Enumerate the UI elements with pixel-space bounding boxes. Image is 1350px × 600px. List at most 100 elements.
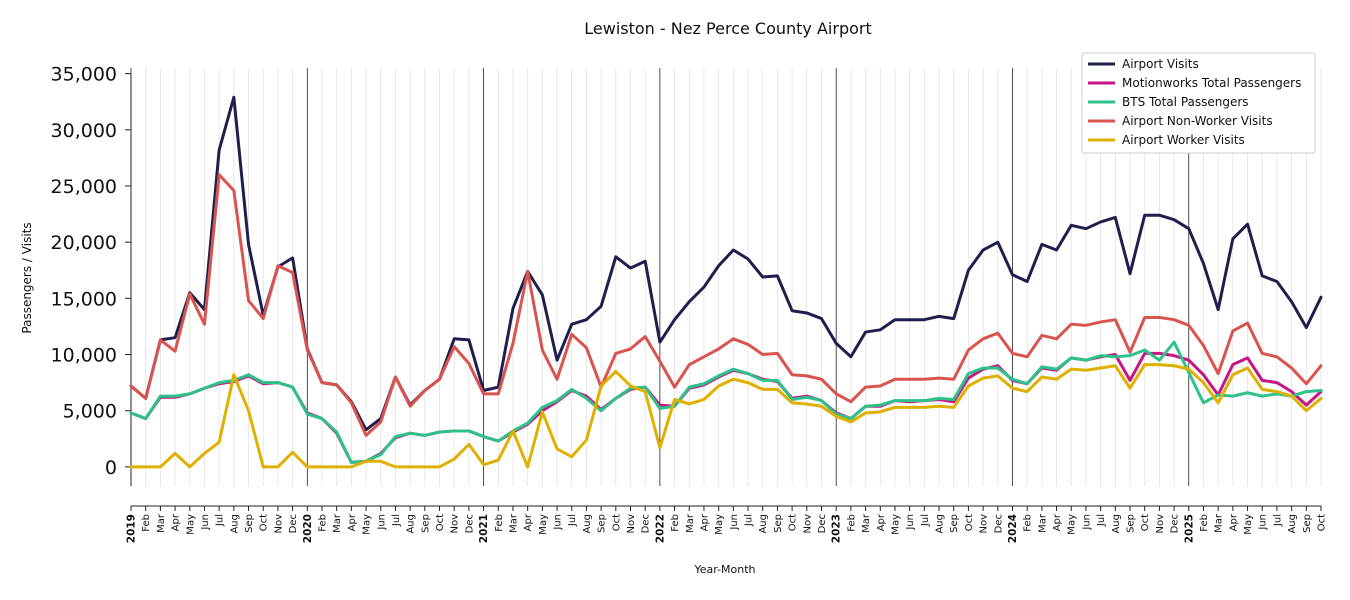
y-tick-label: 15,000	[51, 288, 117, 310]
x-tick-label-month: Sep	[949, 514, 960, 533]
x-tick-label-month: Nov	[979, 514, 990, 534]
legend-label-airport-worker-visits: Airport Worker Visits	[1122, 133, 1245, 147]
x-tick-label-month: Apr	[523, 513, 534, 531]
legend-label-airport-non-worker-visits: Airport Non-Worker Visits	[1122, 114, 1273, 128]
x-tick-label-month: Feb	[494, 514, 505, 532]
x-tick-label-year: 2021	[478, 514, 490, 543]
legend-label-airport-visits: Airport Visits	[1122, 57, 1199, 71]
x-tick-label-month: Jun	[553, 514, 564, 531]
x-tick-label-month: May	[362, 514, 373, 535]
y-tick-label: 35,000	[51, 64, 117, 86]
x-tick-label-month: Jul	[1272, 514, 1283, 527]
x-tick-label-month: Aug	[935, 514, 946, 534]
x-tick-label-year: 2025	[1183, 514, 1195, 543]
x-tick-label-month: Aug	[406, 514, 417, 534]
x-tick-label-month: Feb	[846, 514, 857, 532]
x-tick-label-month: May	[1067, 514, 1078, 535]
x-tick-label-month: Oct	[259, 514, 270, 531]
x-tick-label-month: Mar	[1037, 513, 1048, 533]
x-tick-label-month: Aug	[229, 514, 240, 534]
x-tick-label-year: 2023	[831, 514, 843, 543]
x-tick-label-month: Mar	[332, 513, 343, 533]
y-tick-label: 20,000	[51, 232, 117, 254]
x-tick-label-month: Jul	[744, 514, 755, 527]
x-tick-label-month: Apr	[171, 513, 182, 531]
gridlines	[130, 68, 1322, 486]
x-tick-label-month: Mar	[508, 513, 519, 533]
x-tick-label-month: Sep	[244, 514, 255, 533]
x-tick-label-month: Nov	[1155, 514, 1166, 534]
x-tick-label-month: Jun	[729, 514, 740, 531]
x-tick-label-month: Dec	[641, 514, 652, 533]
legend-label-bts-total-passengers: BTS Total Passengers	[1122, 95, 1249, 109]
y-tick-label: 0	[105, 457, 117, 479]
x-tick-label-month: Jul	[215, 514, 226, 527]
x-tick-label-month: Oct	[1317, 514, 1328, 531]
x-tick-label-month: Mar	[156, 513, 167, 533]
x-tick-label-month: Oct	[964, 514, 975, 531]
y-tick-label: 30,000	[51, 120, 117, 142]
legend: Airport Visits Motionworks Total Passenge…	[1081, 52, 1316, 154]
x-tick-label-month: Jun	[1081, 514, 1092, 531]
x-axis-label: Year-Month	[693, 563, 755, 576]
legend-frame	[1081, 52, 1316, 154]
x-tick-label-month: Oct	[1140, 514, 1151, 531]
x-tick-label-month: Oct	[788, 514, 799, 531]
series-line-airport-non-worker-visits	[129, 173, 1323, 437]
x-tick-label-year: 2019	[126, 514, 138, 543]
y-tick-label: 25,000	[51, 176, 117, 198]
x-tick-label-month: Aug	[758, 514, 769, 534]
x-axis: 2019 Feb Mar Apr May Jun Jul Aug Sep Oct Nov Dec 202…	[126, 505, 1328, 543]
x-tick-label-month: May	[185, 514, 196, 535]
x-tick-label-month: May	[1243, 514, 1254, 535]
x-tick-label-month: May	[538, 514, 549, 535]
x-tick-label-month: Apr	[1052, 513, 1063, 531]
x-tick-label-month: Sep	[597, 514, 608, 533]
x-tick-label-month: Dec	[288, 514, 299, 533]
x-tick-label-month: Mar	[685, 513, 696, 533]
x-tick-label-month: Aug	[1287, 514, 1298, 534]
x-tick-label-month: Jul	[920, 514, 931, 527]
chart-title: Lewiston - Nez Perce County Airport	[584, 19, 872, 38]
x-tick-label-month: Apr	[876, 513, 887, 531]
x-tick-label-month: Dec	[464, 514, 475, 533]
x-tick-label-month: Oct	[611, 514, 622, 531]
x-tick-label-month: May	[890, 514, 901, 535]
x-tick-label-month: Jul	[391, 514, 402, 527]
x-tick-label-month: Jun	[1258, 514, 1269, 531]
x-tick-label-month: Nov	[450, 514, 461, 534]
x-tick-label-month: Apr	[347, 513, 358, 531]
x-tick-label-month: Sep	[1126, 514, 1137, 533]
x-tick-label-month: Apr	[699, 513, 710, 531]
x-tick-label-month: Mar	[861, 513, 872, 533]
x-tick-label-month: Sep	[420, 514, 431, 533]
x-tick-label-month: Mar	[1214, 513, 1225, 533]
x-tick-label-year: 2020	[302, 514, 314, 543]
x-tick-label-month: Sep	[773, 514, 784, 533]
y-tick-label: 5,000	[63, 401, 117, 423]
x-tick-label-month: Aug	[582, 514, 593, 534]
x-tick-label-month: Jul	[1096, 514, 1107, 527]
y-tick-label: 10,000	[51, 345, 117, 367]
x-tick-label-month: Dec	[993, 514, 1004, 533]
x-tick-label-month: Dec	[1170, 514, 1181, 533]
series-line-bts-total-passengers	[129, 340, 1323, 464]
x-tick-label-month: Oct	[435, 514, 446, 531]
y-axis-label: Passengers / Visits	[20, 222, 34, 333]
x-tick-label-month: Nov	[273, 514, 284, 534]
x-tick-label-month: Feb	[317, 514, 328, 532]
x-tick-label-month: Feb	[141, 514, 152, 532]
x-tick-label-month: Nov	[626, 514, 637, 534]
x-tick-label-month: Nov	[802, 514, 813, 534]
x-tick-label-month: Feb	[1023, 514, 1034, 532]
x-tick-label-month: Jun	[200, 514, 211, 531]
x-tick-label-month: Dec	[817, 514, 828, 533]
x-tick-label-month: Aug	[1111, 514, 1122, 534]
x-tick-label-month: Jul	[567, 514, 578, 527]
legend-label-motionworks-total-passengers: Motionworks Total Passengers	[1122, 76, 1301, 90]
x-tick-label-month: Jun	[905, 514, 916, 531]
series-line-airport-worker-visits	[129, 363, 1323, 469]
x-tick-label-month: May	[714, 514, 725, 535]
x-tick-label-month: Apr	[1228, 513, 1239, 531]
